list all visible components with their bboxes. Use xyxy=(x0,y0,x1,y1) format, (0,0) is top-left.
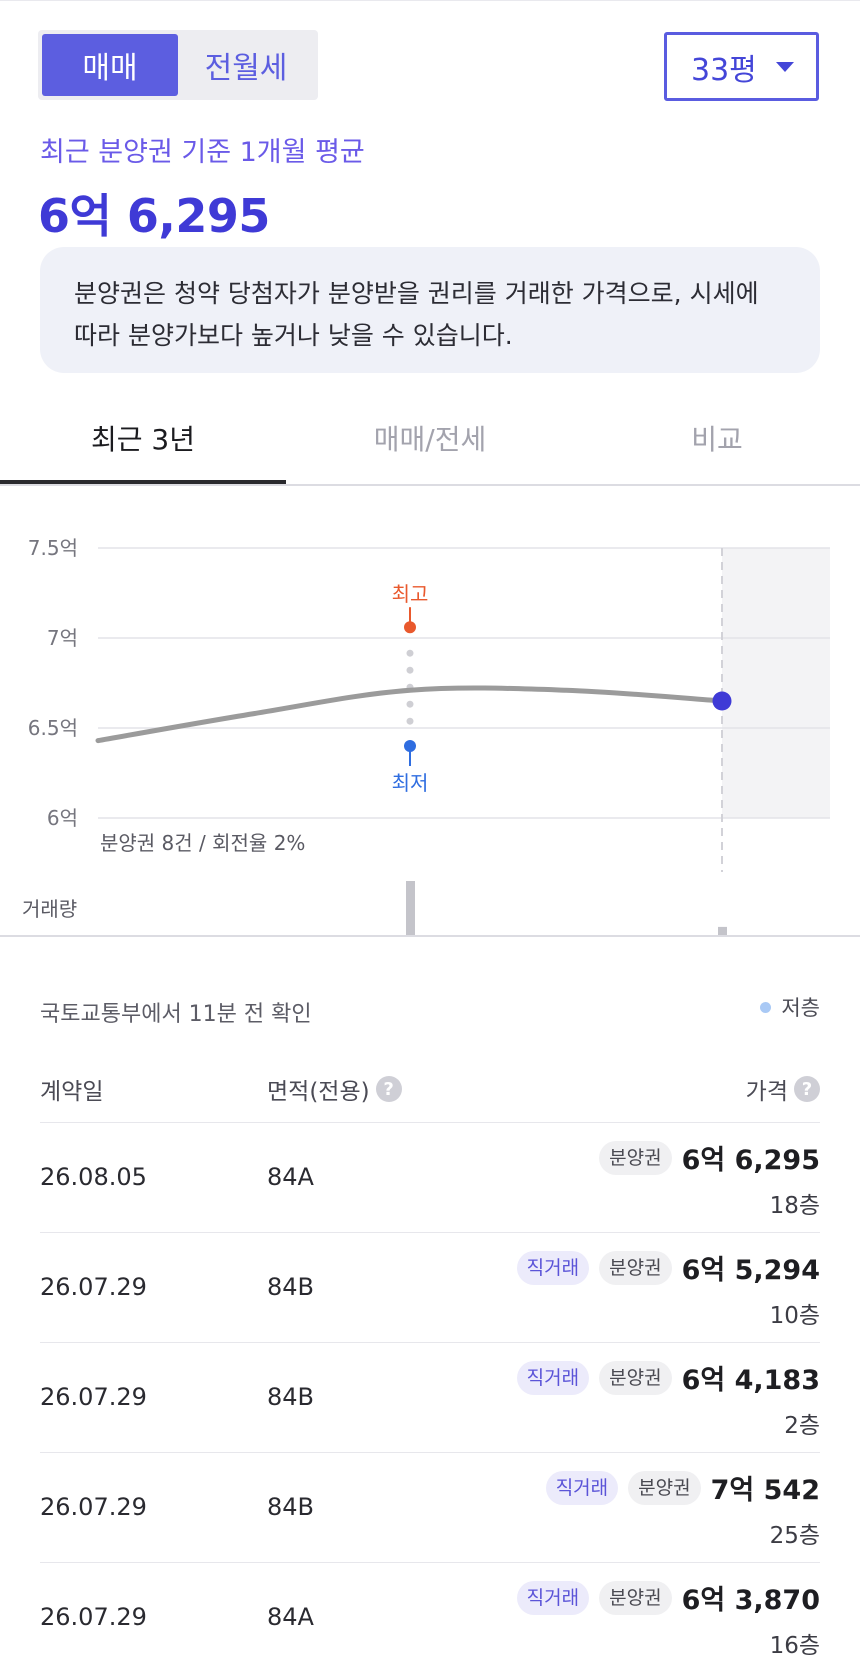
chart-summary-text: 분양권 8건 / 회전율 2% xyxy=(100,831,305,855)
low-point xyxy=(404,740,416,752)
row-date: 26.07.29 xyxy=(40,1603,147,1631)
tab-sale-jeonse[interactable]: 매매/전세 xyxy=(373,423,487,456)
table-row[interactable]: 26.07.29 84B 직거래 분양권 7억 542 25층 xyxy=(40,1452,820,1562)
price-series-line xyxy=(95,685,725,744)
active-tab-indicator xyxy=(0,480,286,484)
info-text-line-1: 분양권은 청약 당첨자가 분양받을 권리를 거래한 가격으로, 시세에 xyxy=(74,279,759,308)
row-price-line: 직거래 분양권 6억 3,870 xyxy=(507,1578,820,1617)
row-area: 84B xyxy=(267,1273,315,1301)
header-area: 면적(전용) ? xyxy=(267,1072,402,1106)
toggle-sale-button[interactable]: 매매 xyxy=(42,34,178,96)
help-icon[interactable]: ? xyxy=(375,1076,402,1102)
chart-bottom-divider xyxy=(0,935,860,937)
range-dot xyxy=(406,666,414,674)
row-area: 84B xyxy=(267,1383,315,1411)
y-tick-label: 7.5억 xyxy=(28,536,78,560)
trade-type-toggle: 매매 전월세 xyxy=(38,30,318,100)
header-price-label: 가격 xyxy=(745,1079,788,1105)
forecast-region xyxy=(722,548,830,818)
presale-info-box: 분양권은 청약 당첨자가 분양받을 권리를 거래한 가격으로, 시세에 따라 분… xyxy=(40,247,820,373)
presale-badge: 분양권 xyxy=(628,1470,701,1505)
volume-label: 거래량 xyxy=(22,897,77,921)
high-label: 최고 xyxy=(392,582,429,606)
row-floor: 16층 xyxy=(769,1633,820,1659)
row-price: 6억 6,295 xyxy=(681,1145,820,1176)
range-dot xyxy=(406,717,414,725)
row-price-line: 직거래 분양권 6억 5,294 xyxy=(507,1248,820,1287)
row-price-line: 분양권 6억 6,295 xyxy=(589,1138,820,1177)
help-icon[interactable]: ? xyxy=(794,1076,820,1102)
current-point xyxy=(712,691,732,711)
table-row[interactable]: 26.07.29 84B 직거래 분양권 6억 4,183 2층 xyxy=(40,1342,820,1452)
presale-badge: 분양권 xyxy=(599,1250,672,1285)
direct-deal-badge: 직거래 xyxy=(516,1360,590,1395)
transaction-list: 26.08.05 84A 분양권 6억 6,295 18층 26.07.29 8… xyxy=(40,1122,820,1672)
tab-recent-3y[interactable]: 최근 3년 xyxy=(91,423,195,456)
caret-down-icon xyxy=(776,62,794,72)
row-date: 26.08.05 xyxy=(40,1163,147,1191)
row-date: 26.07.29 xyxy=(40,1493,147,1521)
row-price: 6억 5,294 xyxy=(681,1255,820,1286)
volume-bar xyxy=(718,926,727,935)
row-area: 84B xyxy=(267,1493,315,1521)
direct-deal-badge: 직거래 xyxy=(516,1250,590,1285)
table-row[interactable]: 26.08.05 84A 분양권 6억 6,295 18층 xyxy=(40,1122,820,1232)
direct-deal-badge: 직거래 xyxy=(545,1470,619,1505)
row-price-line: 직거래 분양권 6억 4,183 xyxy=(507,1358,820,1397)
table-row[interactable]: 26.07.29 84A 직거래 분양권 6억 3,870 16층 xyxy=(40,1562,820,1672)
presale-badge: 분양권 xyxy=(599,1140,672,1175)
top-divider xyxy=(0,0,860,1)
row-price: 6억 4,183 xyxy=(681,1365,820,1396)
row-price: 6억 3,870 xyxy=(681,1585,820,1616)
y-tick-label: 7억 xyxy=(47,626,78,650)
y-tick-label: 6.5억 xyxy=(28,716,78,740)
direct-deal-badge: 직거래 xyxy=(516,1580,590,1615)
data-source-text: 국토교통부에서 11분 전 확인 xyxy=(40,1002,312,1027)
legend-label: 저층 xyxy=(781,996,820,1020)
row-floor: 18층 xyxy=(769,1193,820,1219)
row-floor: 2층 xyxy=(784,1413,820,1439)
size-dropdown[interactable]: 33평 xyxy=(664,32,819,101)
range-dot xyxy=(406,649,414,657)
presale-badge: 분양권 xyxy=(599,1580,672,1615)
toggle-rent-button[interactable]: 전월세 xyxy=(204,51,288,86)
table-row[interactable]: 26.07.29 84B 직거래 분양권 6억 5,294 10층 xyxy=(40,1232,820,1342)
row-price: 7억 542 xyxy=(710,1475,820,1506)
row-date: 26.07.29 xyxy=(40,1383,147,1411)
range-dot xyxy=(406,700,414,708)
size-dropdown-value: 33평 xyxy=(691,52,757,88)
average-caption: 최근 분양권 기준 1개월 평균 xyxy=(40,137,365,168)
info-text-line-2: 따라 분양가보다 높거나 낮을 수 있습니다. xyxy=(74,321,513,350)
row-floor: 10층 xyxy=(769,1303,820,1329)
row-area: 84A xyxy=(267,1603,314,1631)
header-contract-date-label: 계약일 xyxy=(40,1079,104,1105)
tab-compare[interactable]: 비교 xyxy=(691,423,743,456)
header-area-label: 면적(전용) xyxy=(267,1079,370,1105)
chart-tabs: 최근 3년 매매/전세 비교 xyxy=(0,400,860,486)
y-tick-label: 6억 xyxy=(47,806,78,830)
row-area: 84A xyxy=(267,1163,314,1191)
table-header: 계약일 면적(전용) ? 가격 ? xyxy=(40,1068,820,1124)
row-date: 26.07.29 xyxy=(40,1273,147,1301)
header-contract-date: 계약일 xyxy=(40,1072,103,1106)
low-label: 최저 xyxy=(392,771,429,795)
presale-badge: 분양권 xyxy=(599,1360,672,1395)
high-point xyxy=(404,621,416,634)
average-price: 6억 6,295 xyxy=(38,189,270,243)
header-price: 가격 ? xyxy=(746,1072,820,1106)
legend-dot-icon xyxy=(760,1001,772,1013)
legend-low-floor: 저층 xyxy=(760,992,820,1022)
row-floor: 25층 xyxy=(769,1523,820,1549)
row-price-line: 직거래 분양권 7억 542 xyxy=(536,1468,820,1507)
volume-bar xyxy=(406,881,415,935)
